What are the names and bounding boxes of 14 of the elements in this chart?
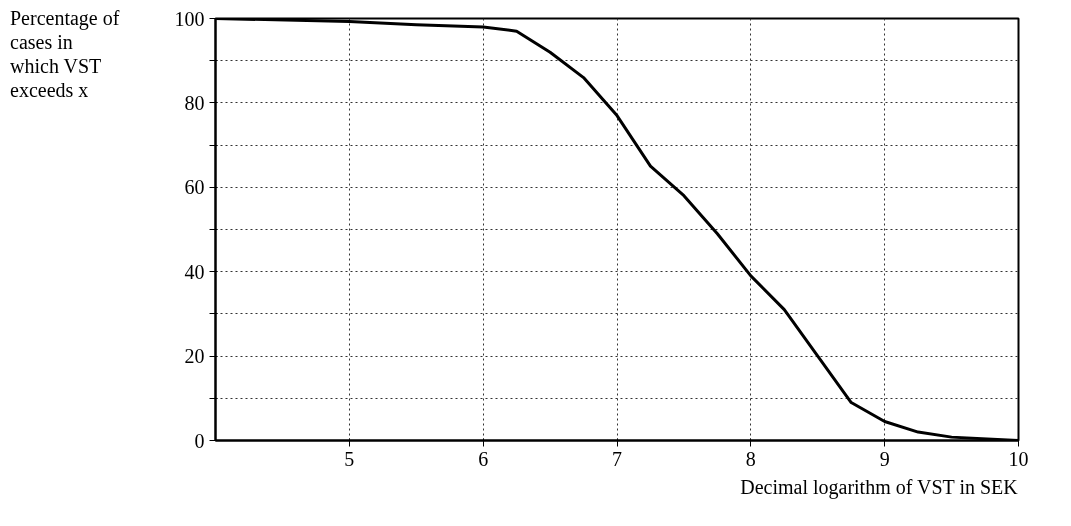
- x-tick-label: 6: [478, 447, 489, 470]
- x-tick-label: 5: [344, 447, 355, 470]
- y-tick-label: 100: [174, 7, 205, 30]
- y-tick-label: 40: [184, 260, 205, 283]
- x-tick-label: 8: [745, 447, 756, 470]
- y-tick-label: 0: [194, 429, 205, 452]
- y-axis-title: Percentage of cases in which VST exceeds x: [10, 6, 120, 102]
- x-axis-title: Decimal logarithm of VST in SEK: [740, 475, 1019, 499]
- y-tick-label: 80: [184, 91, 205, 114]
- x-tick-label: 10: [1008, 447, 1029, 470]
- x-tick-label: 9: [879, 447, 890, 470]
- y-tick-label: 20: [184, 345, 205, 368]
- y-tick-label: 60: [184, 176, 205, 199]
- x-tick-label: 7: [612, 447, 622, 470]
